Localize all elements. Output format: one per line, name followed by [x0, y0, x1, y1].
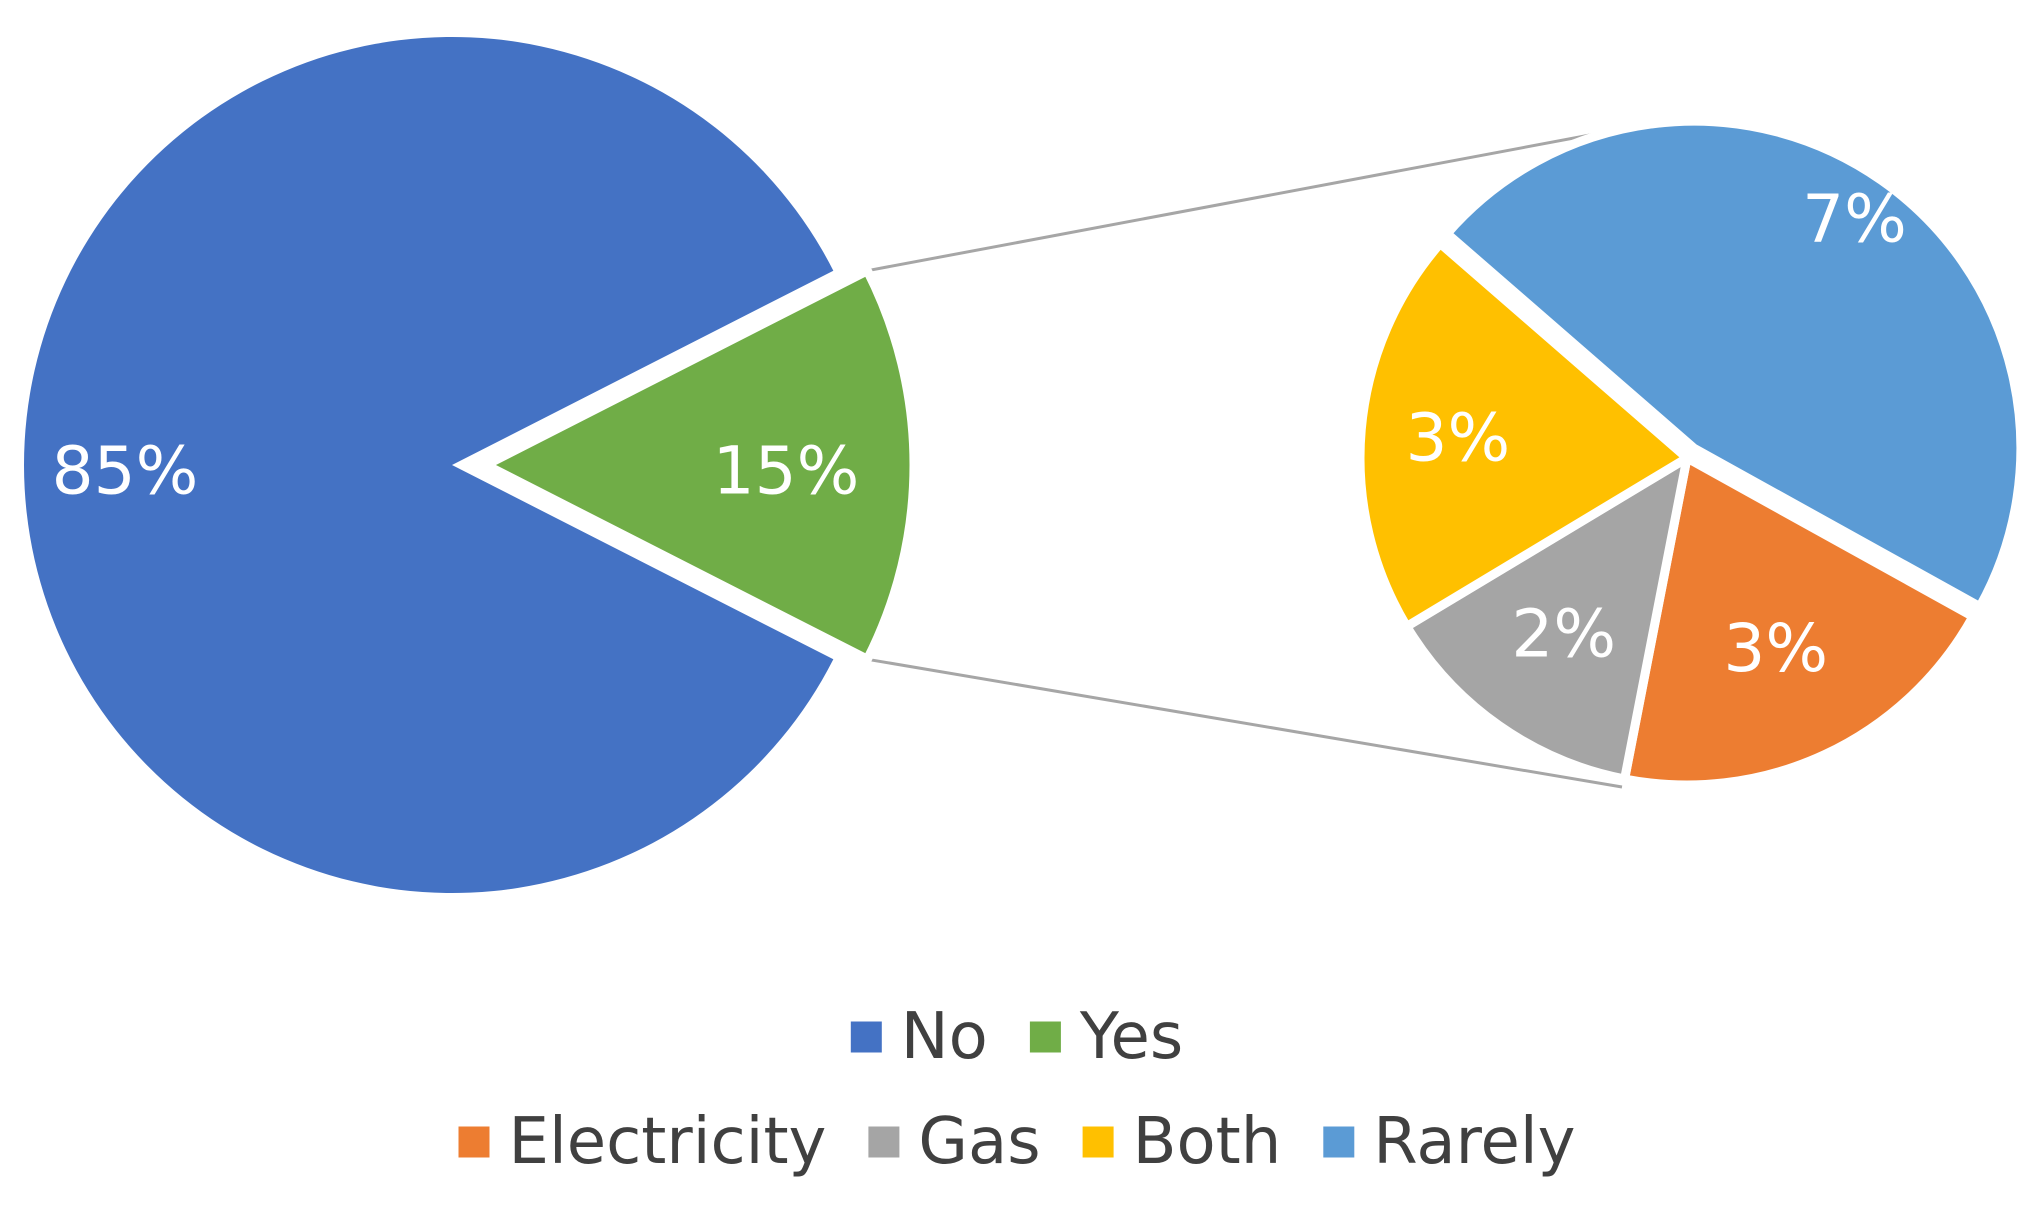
legend-label-rarely: Rarely	[1373, 1105, 1575, 1179]
legend-label-electricity: Electricity	[509, 1105, 827, 1179]
data-labels: 85% 15% 7% 3% 2% 3%	[52, 180, 1907, 687]
connector-line-top	[867, 127, 1623, 273]
legend: No Yes Electricity Gas Both Rarely	[458, 1000, 1576, 1179]
legend-swatch-rarely	[1323, 1126, 1355, 1158]
legend-label-no: No	[901, 1000, 988, 1074]
legend-item-no: No	[850, 1000, 988, 1074]
data-label-no: 85%	[52, 433, 199, 510]
legend-swatch-yes	[1029, 1021, 1061, 1053]
legend-swatch-no	[850, 1021, 882, 1053]
legend-item-yes: Yes	[1029, 1000, 1183, 1074]
slice-gas	[1400, 448, 1694, 785]
legend-swatch-both	[1082, 1126, 1114, 1158]
connector-lines	[867, 127, 1623, 789]
data-label-rarely: 7%	[1802, 180, 1907, 257]
slice-both	[1355, 237, 1695, 633]
legend-swatch-electricity	[458, 1126, 490, 1158]
main-pie	[24, 36, 919, 894]
legend-item-rarely: Rarely	[1323, 1105, 1576, 1179]
legend-label-yes: Yes	[1079, 1000, 1183, 1074]
legend-item-both: Both	[1082, 1105, 1282, 1179]
legend-swatch-gas	[868, 1126, 900, 1158]
data-label-electricity: 3%	[1723, 610, 1828, 687]
data-label-gas: 2%	[1511, 596, 1616, 673]
data-label-yes: 15%	[713, 433, 860, 510]
legend-label-gas: Gas	[918, 1105, 1040, 1179]
data-label-both: 3%	[1406, 400, 1511, 477]
connector-line-bottom	[867, 657, 1623, 789]
secondary-pie	[1355, 116, 2026, 790]
slice-rarely	[1440, 116, 2026, 613]
legend-label-both: Both	[1133, 1105, 1282, 1179]
slice-yes	[476, 264, 919, 666]
legend-item-gas: Gas	[868, 1105, 1041, 1179]
slice-no	[24, 36, 834, 894]
legend-item-electricity: Electricity	[458, 1105, 827, 1179]
slice-electricity	[1619, 451, 1980, 790]
